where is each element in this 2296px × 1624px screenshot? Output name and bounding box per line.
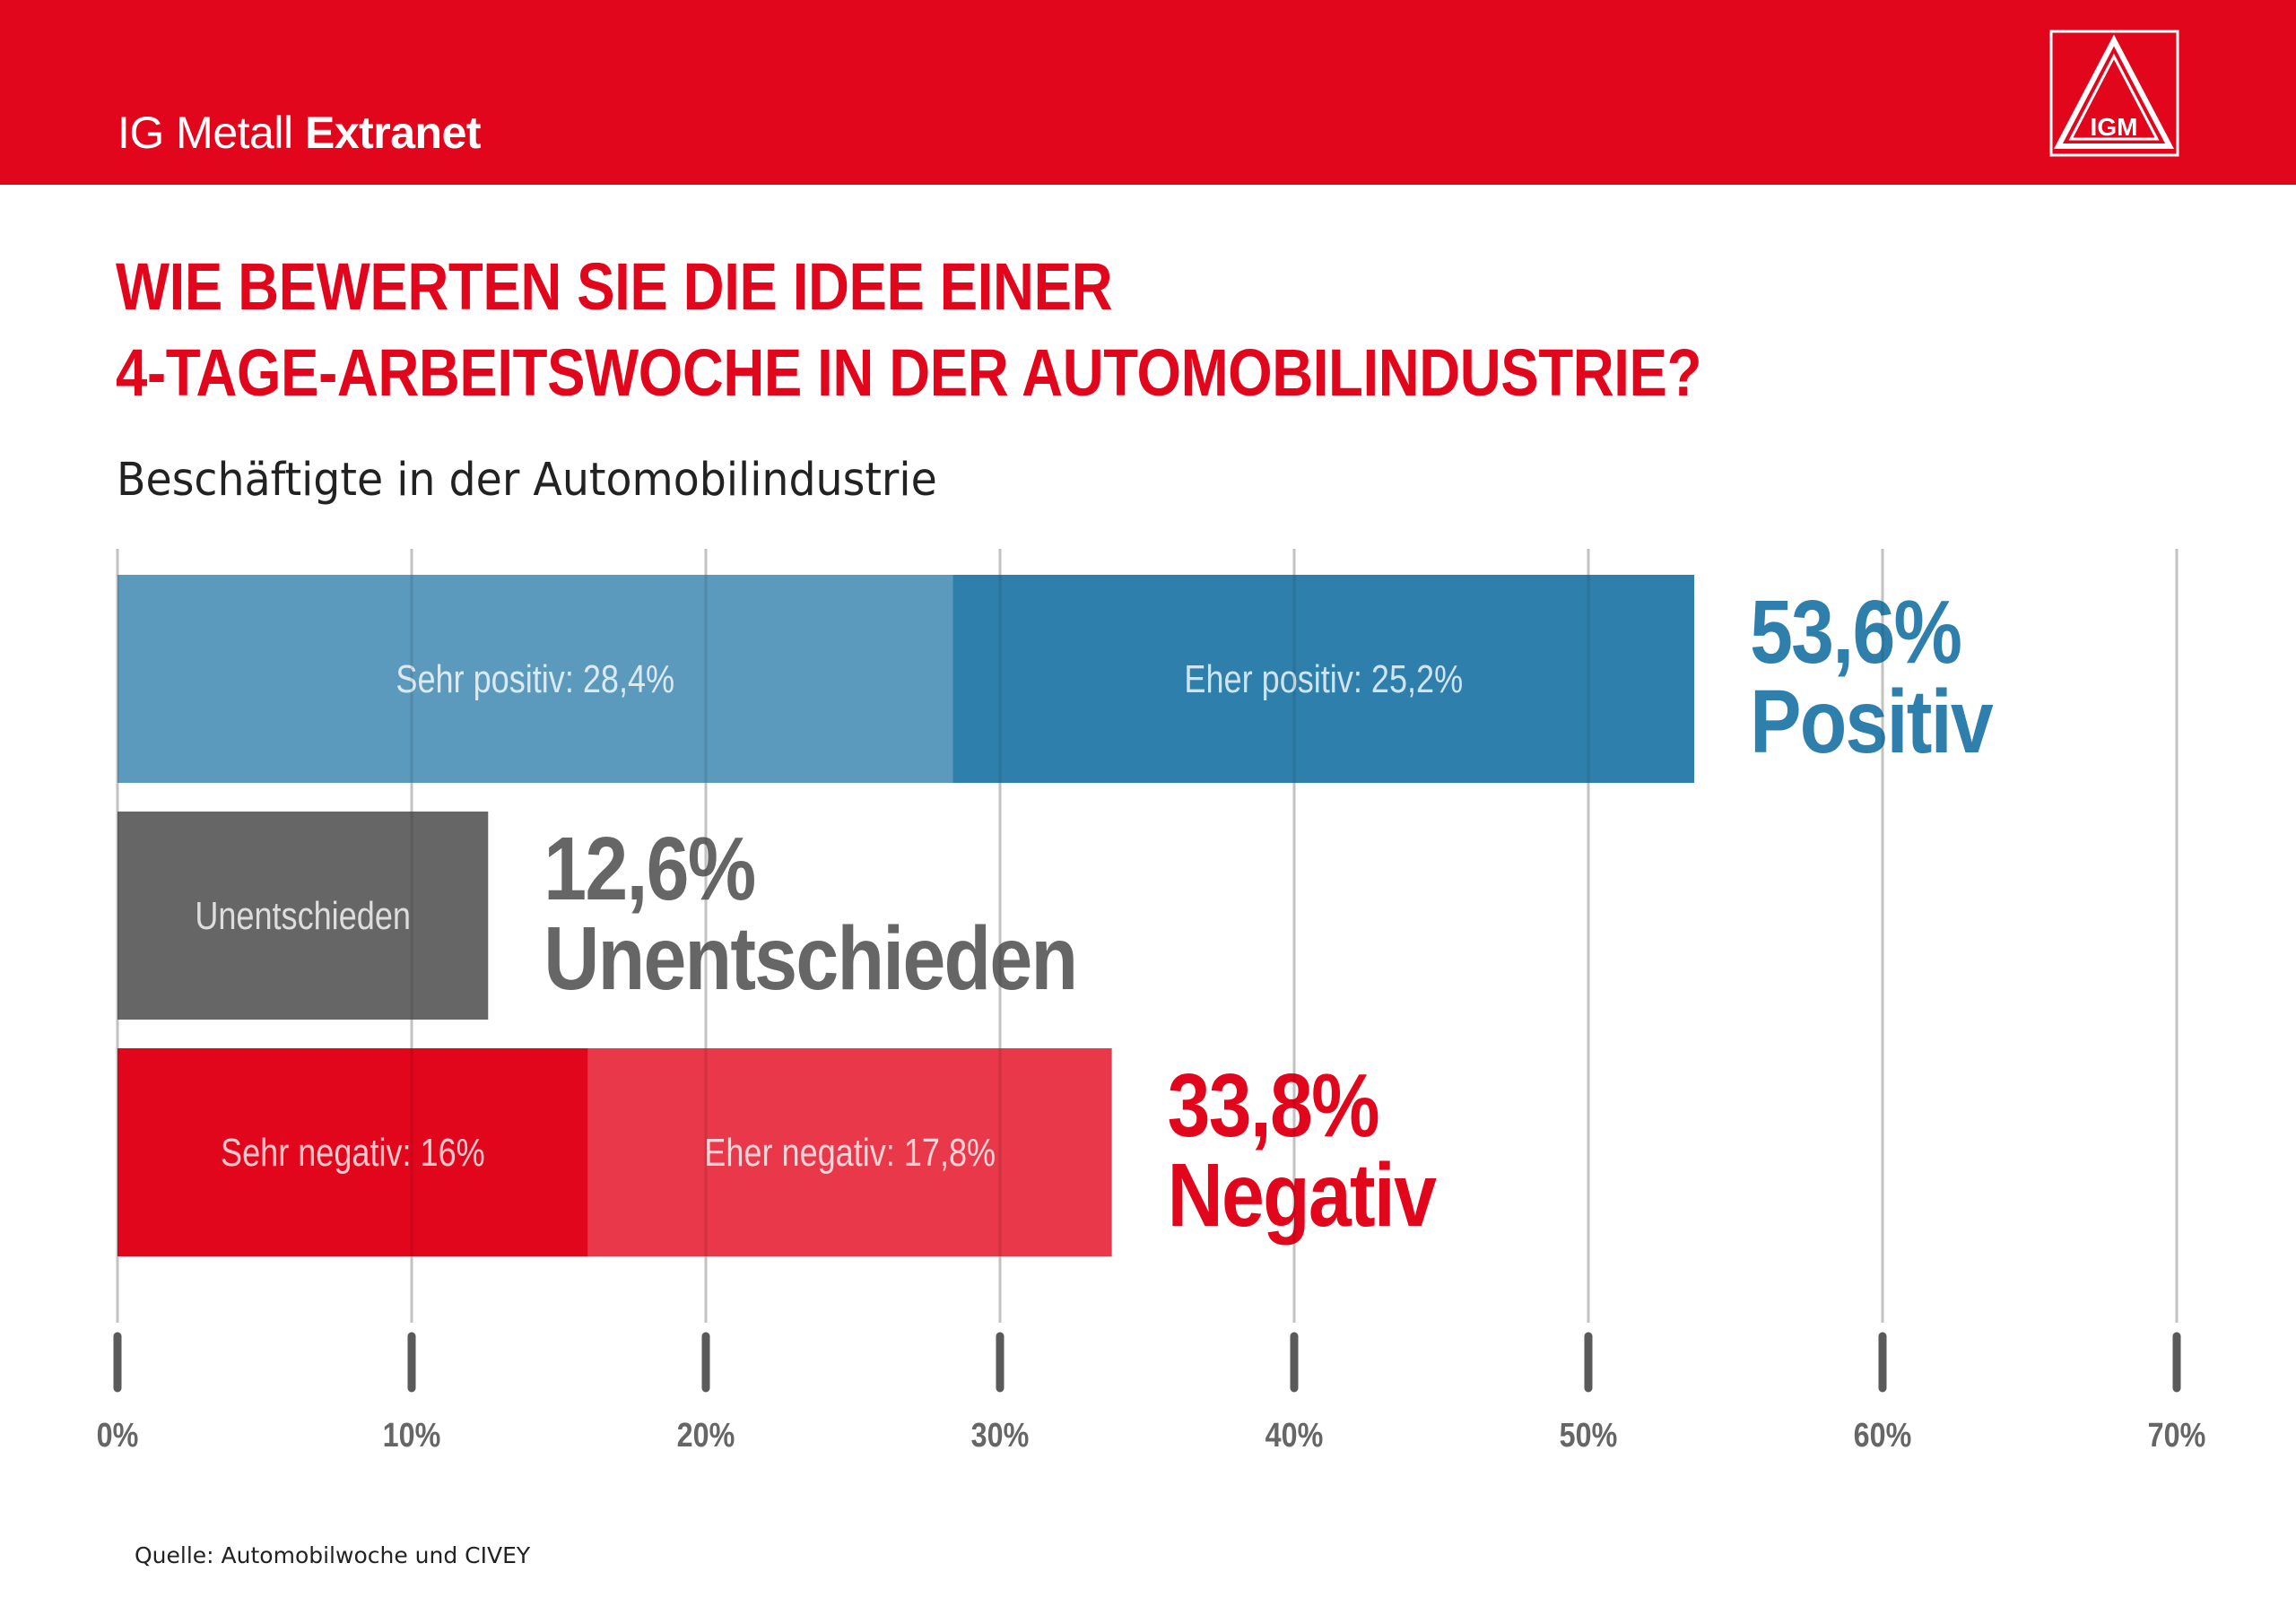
header-bar: IG Metall Extranet IGM [0, 0, 2296, 185]
total-value: 53,6% [1750, 582, 1961, 682]
tick-marks [113, 1332, 2181, 1393]
tick-label: 10% [383, 1417, 441, 1455]
bar-segment [587, 1048, 1112, 1256]
total-value: 33,8% [1168, 1055, 1378, 1156]
bar-row: Sehr negativ: 16% Eher negativ: 17,8% 33,8… [117, 1048, 1439, 1256]
brand-name-bold: Extranet [304, 108, 482, 158]
tick-label: 30% [971, 1417, 1030, 1455]
bar-segment [117, 812, 489, 1020]
bars-layer: Sehr positiv: 28,4% Eher positiv: 25,2% 53… [117, 575, 1996, 1256]
total-value: 12,6% [544, 819, 754, 919]
tick-label: 50% [1560, 1417, 1618, 1455]
bar-row: Unentschieden 12,6%Unentschieden [117, 812, 1078, 1020]
grid-lines-overlay [116, 549, 2179, 1323]
tick-label: 70% [2148, 1417, 2206, 1455]
bar-segment-label: Eher positiv: 25,2% [1184, 657, 1463, 701]
title-line-1: WIE BEWERTEN SIE DIE IDEE EINER [116, 249, 1113, 324]
bar-segment-label: Sehr positiv: 28,4% [396, 657, 674, 701]
bar-segment-label: Eher negativ: 17,8% [704, 1131, 996, 1175]
title-line-2: 4-TAGE-ARBEITSWOCHE IN DER AUTOMOBILINDU… [116, 335, 1702, 410]
bar-row: Sehr positiv: 28,4% Eher positiv: 25,2% 53… [117, 575, 1996, 783]
brand-name: IG Metall Extranet [117, 106, 482, 160]
bar-segment [952, 575, 1695, 783]
brand-name-regular: IG Metall [117, 108, 293, 158]
source-note: Quelle: Automobilwoche und CIVEY [135, 1542, 531, 1568]
logo-text: IGM [2091, 113, 2138, 141]
total-label: Unentschieden [544, 908, 1076, 1009]
tick-labels: 0% 10% 20% 30% 40% 50% 60% 70% [97, 1417, 2206, 1455]
tick-label: 40% [1265, 1417, 1324, 1455]
bar-segment [117, 1048, 588, 1256]
total-label: Negativ [1168, 1145, 1437, 1246]
tick-label: 0% [97, 1417, 139, 1455]
ig-metall-logo: IGM [2049, 30, 2179, 157]
bar-segment-label: Unentschieden [195, 894, 411, 938]
chart-subtitle: Beschäftigte in der Automobilindustrie [117, 454, 937, 507]
tick-label: 60% [1854, 1417, 1912, 1455]
total-label: Positiv [1750, 672, 1994, 772]
bar-segment-label: Sehr negativ: 16% [221, 1131, 485, 1175]
tick-label: 20% [677, 1417, 735, 1455]
bar-segment [117, 575, 953, 783]
page-title: WIE BEWERTEN SIE DIE IDEE EINER 4-TAGE-AR… [116, 244, 1701, 416]
